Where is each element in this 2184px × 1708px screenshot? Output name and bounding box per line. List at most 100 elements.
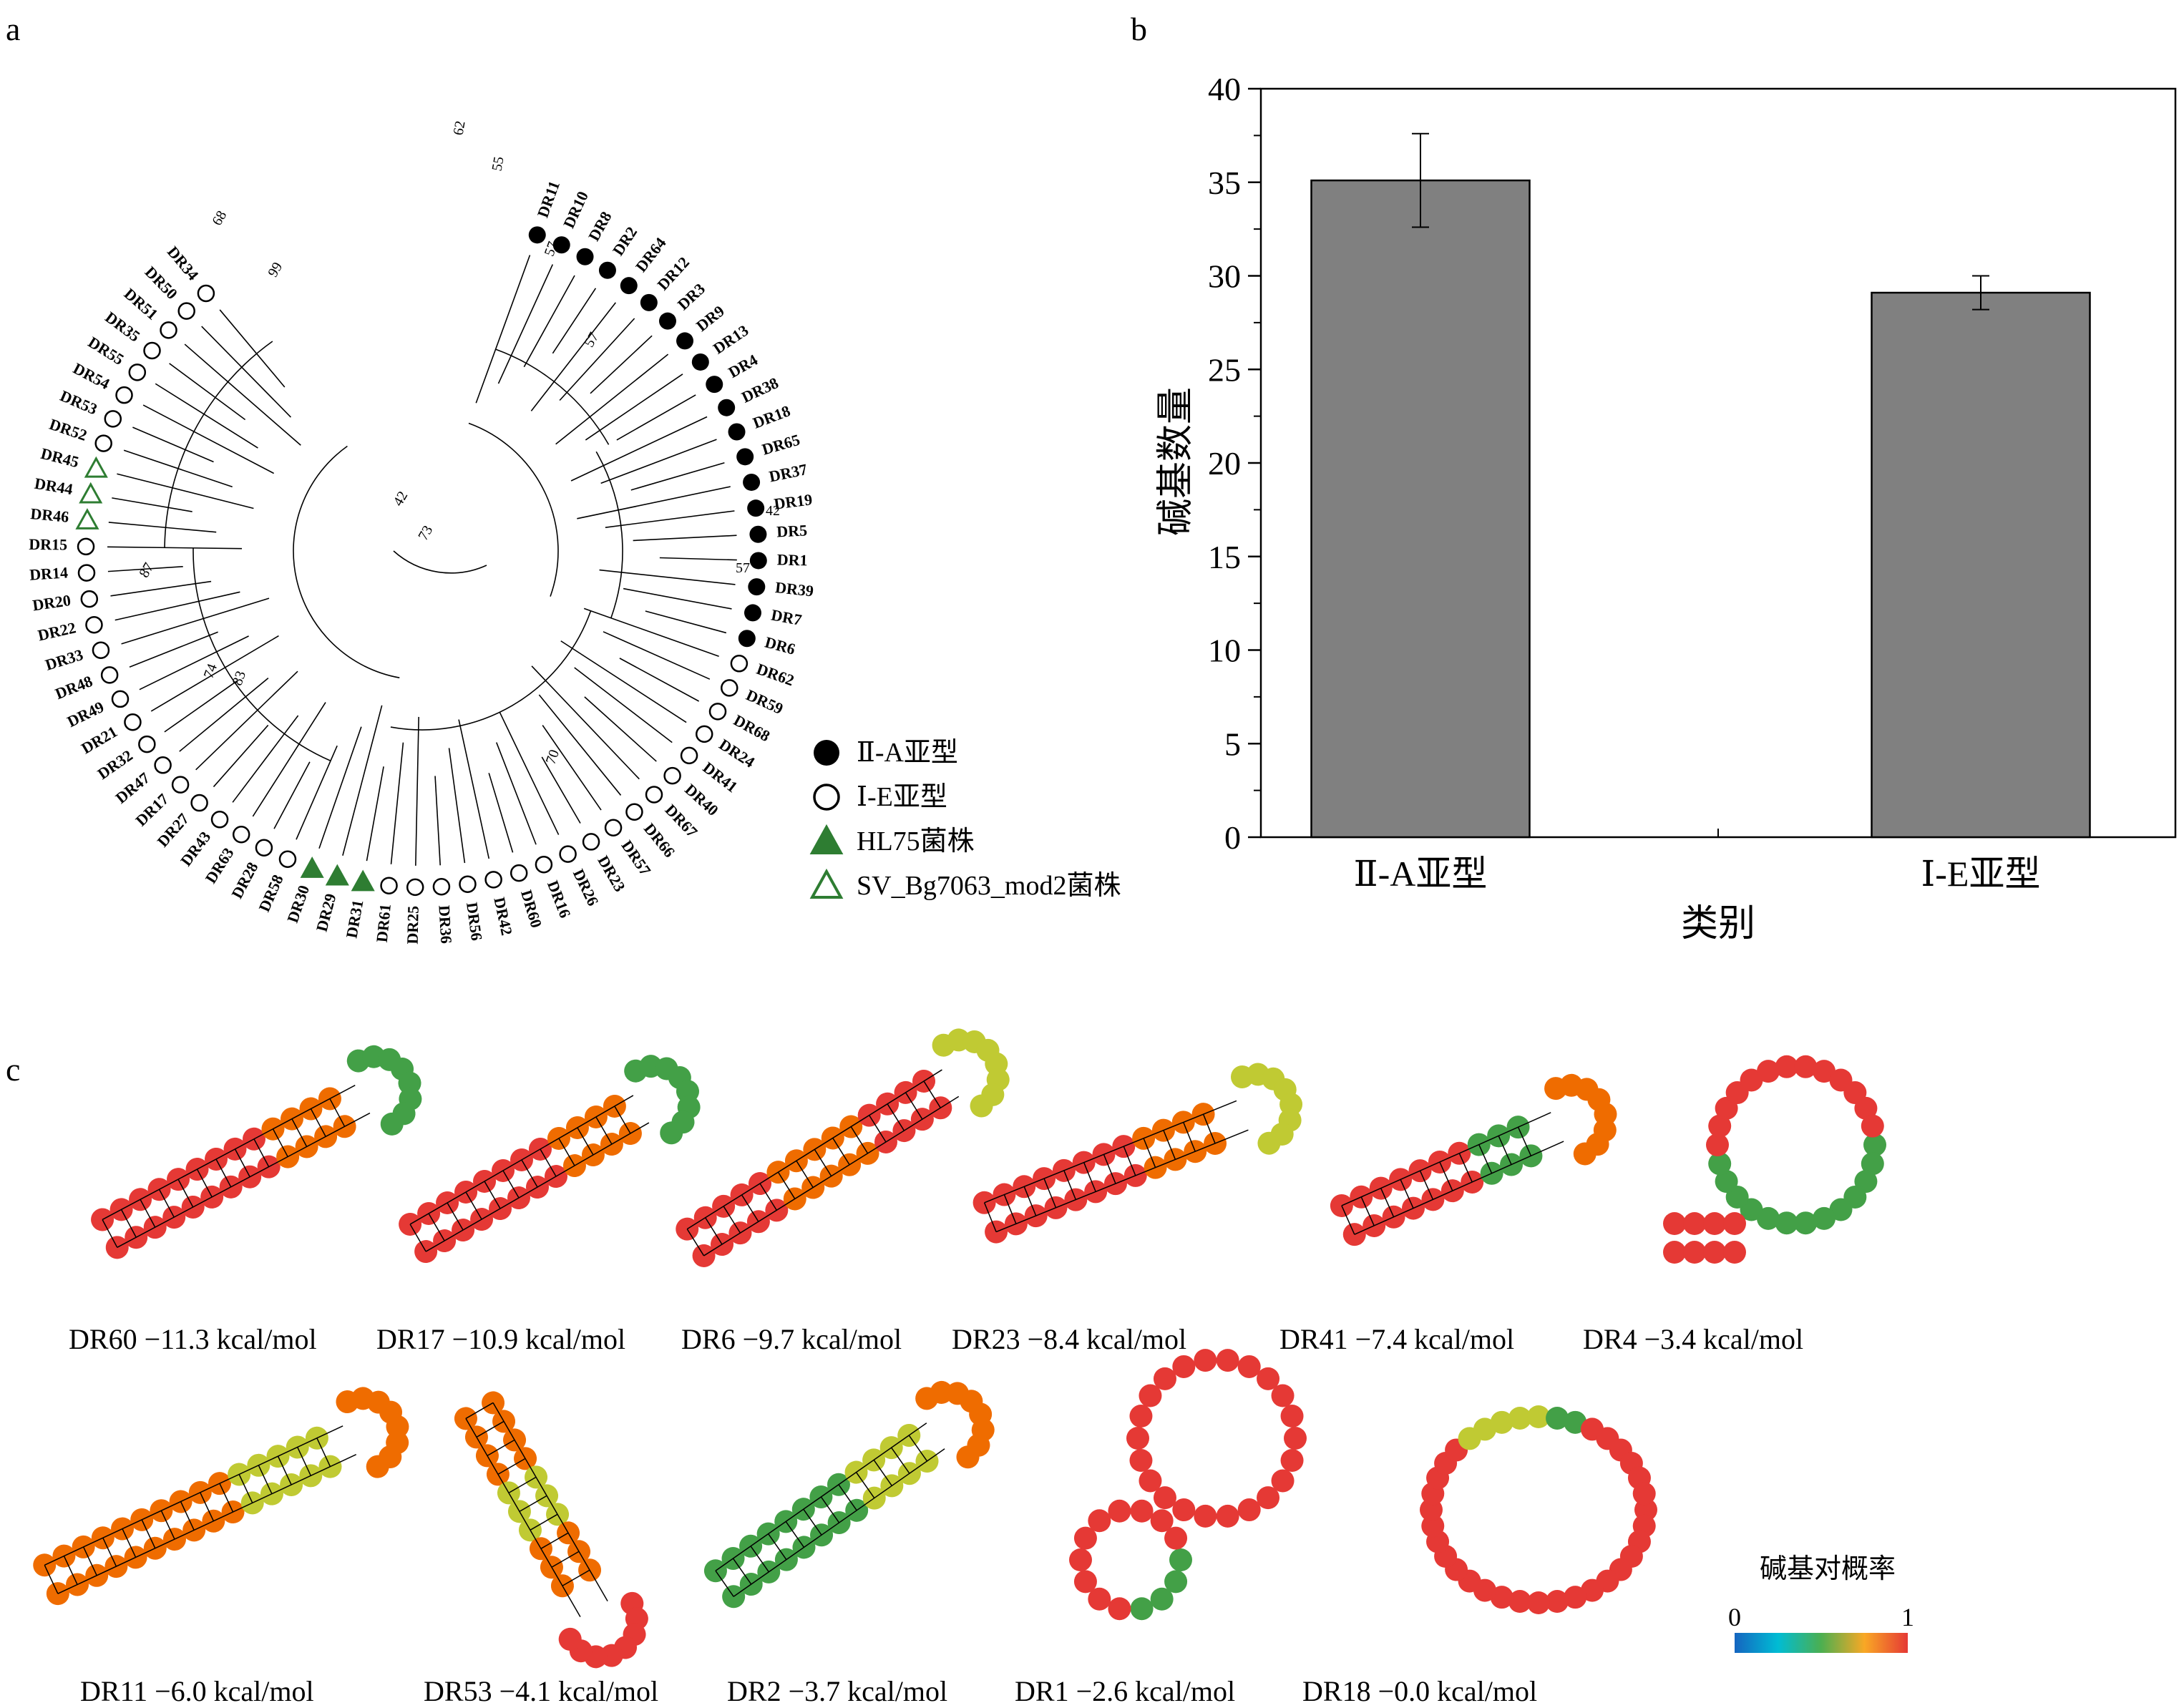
- tree-branch: [110, 580, 212, 597]
- rna-structure: [676, 1028, 1010, 1267]
- tree-branch: [600, 439, 717, 484]
- filled-circle-marker: [728, 423, 746, 441]
- tree-branch: [150, 635, 279, 712]
- nucleotide: [1129, 1405, 1153, 1428]
- nucleotide: [1683, 1212, 1706, 1235]
- base-pair: [200, 1492, 215, 1522]
- tree-leaf-label: DR33: [43, 645, 85, 674]
- tree-leaf-label: DR52: [47, 415, 89, 444]
- nucleotide: [1740, 1068, 1763, 1092]
- base-pair: [141, 1519, 156, 1549]
- tree-leaf-label: DR27: [154, 810, 192, 851]
- tree-branch: [541, 756, 581, 824]
- nucleotide: [1756, 1060, 1780, 1083]
- base-pair: [502, 1170, 520, 1199]
- y-tick-label: 0: [1224, 819, 1241, 856]
- open-circle-marker: [582, 833, 600, 851]
- y-tick-label: 35: [1208, 165, 1241, 201]
- rna-structure: [399, 1055, 701, 1264]
- nucleotide: [1172, 1355, 1196, 1378]
- filled-circle-marker: [691, 353, 709, 371]
- base-pair: [1517, 1126, 1532, 1156]
- base-pair: [595, 1116, 613, 1145]
- filled-circle-marker: [676, 332, 694, 350]
- nucleotide: [1863, 1133, 1886, 1156]
- open-circle-marker: [406, 878, 424, 897]
- base-pair: [777, 1171, 796, 1199]
- tree-leaf-label: DR61: [373, 903, 394, 943]
- tree-branch: [659, 557, 737, 561]
- legend-filled-circle-icon: [814, 740, 839, 766]
- base-pair: [277, 1455, 292, 1485]
- base-pair: [741, 1194, 759, 1222]
- base-pair: [291, 1118, 308, 1147]
- tree-leaf-label: DR28: [228, 859, 261, 902]
- y-tick-label: 5: [1224, 726, 1241, 762]
- backbone: [425, 1122, 650, 1252]
- nucleotide: [1490, 1410, 1513, 1434]
- tree-branch: [155, 383, 258, 449]
- base-pair: [180, 1501, 195, 1531]
- base-pair: [558, 1138, 575, 1166]
- base-pair: [750, 1546, 769, 1573]
- tree-branch: [184, 343, 301, 446]
- open-circle-marker: [85, 615, 103, 634]
- nucleotide: [1508, 1406, 1531, 1430]
- tree-leaf-label: DR4: [725, 351, 761, 381]
- nucleotide: [386, 1415, 409, 1438]
- open-triangle-marker: [84, 456, 108, 478]
- tree-leaf-label: DR16: [544, 878, 575, 920]
- rna-structure: [703, 1380, 995, 1609]
- tree-branch: [499, 711, 560, 835]
- base-pair: [530, 1513, 558, 1531]
- legend-label: Ⅰ-E亚型: [857, 782, 947, 812]
- base-pair: [521, 1159, 538, 1188]
- tree-leaf-label: DR66: [640, 819, 678, 861]
- tree-leaf-label: DR25: [404, 906, 422, 945]
- open-circle-marker: [510, 864, 528, 882]
- tree-leaf-label: DR44: [33, 474, 74, 499]
- nucleotide: [482, 1391, 505, 1415]
- base-pair: [487, 1439, 515, 1457]
- tree-branch: [117, 473, 254, 509]
- open-circle-marker: [721, 679, 738, 697]
- open-circle-marker: [232, 825, 250, 844]
- nucleotide: [1108, 1499, 1131, 1523]
- legend-label: Ⅱ-A亚型: [857, 738, 958, 768]
- tree-branch: [121, 597, 270, 645]
- backbone: [117, 1112, 371, 1248]
- nucleotide: [676, 1217, 699, 1241]
- base-pair: [923, 1080, 941, 1108]
- bootstrap-value: 57: [736, 560, 750, 576]
- nucleotide: [1861, 1114, 1884, 1138]
- open-circle-marker: [730, 655, 749, 673]
- base-pair: [140, 1199, 156, 1228]
- base-pair: [1003, 1194, 1017, 1224]
- base-pair: [160, 1510, 175, 1540]
- open-circle-marker: [663, 766, 681, 785]
- legend-open-circle-icon: [813, 784, 840, 811]
- base-pair: [838, 1484, 857, 1511]
- base-pair: [891, 1447, 910, 1474]
- tree-leaf-label: DR64: [632, 234, 670, 275]
- nucleotide: [1723, 1241, 1746, 1264]
- open-circle-marker: [625, 803, 643, 821]
- nucleotide: [380, 1112, 404, 1136]
- tree-leaf-label: DR22: [36, 618, 77, 644]
- filled-triangle-marker: [300, 857, 324, 878]
- tree-branch: [603, 631, 711, 680]
- base-pair: [428, 1213, 445, 1241]
- y-tick-label: 20: [1208, 445, 1241, 482]
- tree-leaf-label: DR45: [39, 444, 81, 471]
- rna-secondary-structures: [33, 1028, 1886, 1669]
- tree-branch: [164, 680, 238, 733]
- tree-leaf-label: DR7: [770, 606, 804, 629]
- base-pair: [577, 1127, 594, 1156]
- colorbar-max-label: 1: [1901, 1603, 1914, 1631]
- base-pair: [1083, 1162, 1096, 1192]
- legend-filled-triangle-icon: [809, 824, 844, 854]
- base-pair: [540, 1148, 557, 1177]
- base-pair: [253, 1138, 270, 1167]
- base-pair: [855, 1472, 875, 1499]
- base-pair: [497, 1458, 526, 1475]
